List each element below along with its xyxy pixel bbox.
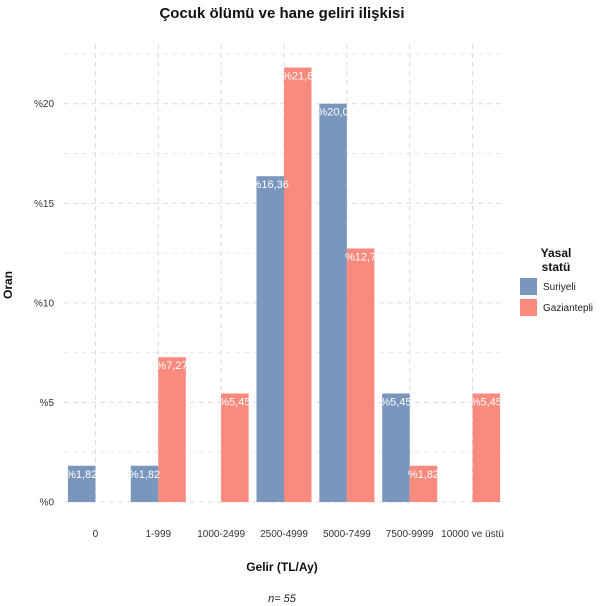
bar-gaziantepli	[409, 465, 438, 502]
bar-gaziantepli	[472, 393, 501, 502]
y-axis-ticks: %0 %5 %10 %15 %20	[34, 99, 54, 508]
bars	[67, 67, 501, 503]
y-tick-label: %5	[40, 398, 55, 409]
bar-suriyeli	[256, 176, 284, 503]
x-tick-label: 1-999	[145, 529, 171, 540]
bar-suriyeli	[319, 103, 347, 502]
legend-title-line2: statü	[542, 260, 571, 274]
legend-title-line1: Yasal	[541, 246, 572, 260]
bar-value-label: %1,82	[408, 469, 439, 481]
bar-gaziantepli	[158, 357, 186, 502]
bar-value-label: %20,0	[318, 107, 349, 119]
sample-size-caption: n= 55	[268, 593, 297, 605]
bar-suriyeli	[67, 465, 96, 502]
y-tick-label: %15	[34, 199, 54, 210]
legend: Yasal statü Suriyeli Gaziantepli	[520, 246, 593, 316]
bar-value-label: %5,45	[471, 396, 502, 408]
legend-label-suriyeli: Suriyeli	[543, 282, 576, 293]
x-tick-label: 1000-2499	[197, 529, 245, 540]
y-axis-title: Oran	[1, 271, 15, 299]
bar-value-label: %7,27	[156, 360, 187, 372]
legend-label-gaziantepli: Gaziantepli	[543, 303, 593, 314]
bar-value-label: %1,82	[66, 469, 97, 481]
x-axis-title: Gelir (TL/Ay)	[246, 560, 318, 574]
x-tick-label: 0	[93, 529, 99, 540]
bar-suriyeli	[382, 393, 410, 502]
legend-swatch-gaziantepli	[520, 299, 537, 316]
chart-title: Çocuk ölümü ve hane geliri ilişkisi	[159, 5, 404, 22]
bar-value-label: %5,45	[219, 396, 250, 408]
y-tick-label: %20	[34, 99, 54, 110]
bar-gaziantepli	[284, 67, 312, 503]
bar-value-label: %21,8	[282, 70, 313, 82]
bar-value-label: %16,36	[252, 179, 289, 191]
bar-gaziantepli	[221, 393, 249, 502]
bar-value-label: %1,82	[129, 469, 160, 481]
bar-labels: %1,82 %1,82 %16,36 %20,0 %5,45 %7,27 %5,45 %21,…	[66, 70, 502, 480]
y-tick-label: %10	[34, 298, 54, 309]
bar-value-label: %5,45	[380, 396, 411, 408]
bar-value-label: %12,7	[345, 252, 376, 264]
legend-swatch-suriyeli	[520, 278, 537, 295]
bar-suriyeli	[130, 465, 159, 502]
x-tick-label: 2500-4999	[260, 529, 308, 540]
bar-gaziantepli	[346, 248, 375, 502]
x-tick-label: 10000 ve üstü	[441, 529, 504, 540]
y-tick-label: %0	[40, 498, 55, 509]
x-tick-label: 5000-7499	[323, 529, 371, 540]
x-tick-label: 7500-9999	[386, 529, 434, 540]
x-axis-ticks: 0 1-999 1000-2499 2500-4999 5000-7499 7500-99…	[93, 529, 504, 540]
